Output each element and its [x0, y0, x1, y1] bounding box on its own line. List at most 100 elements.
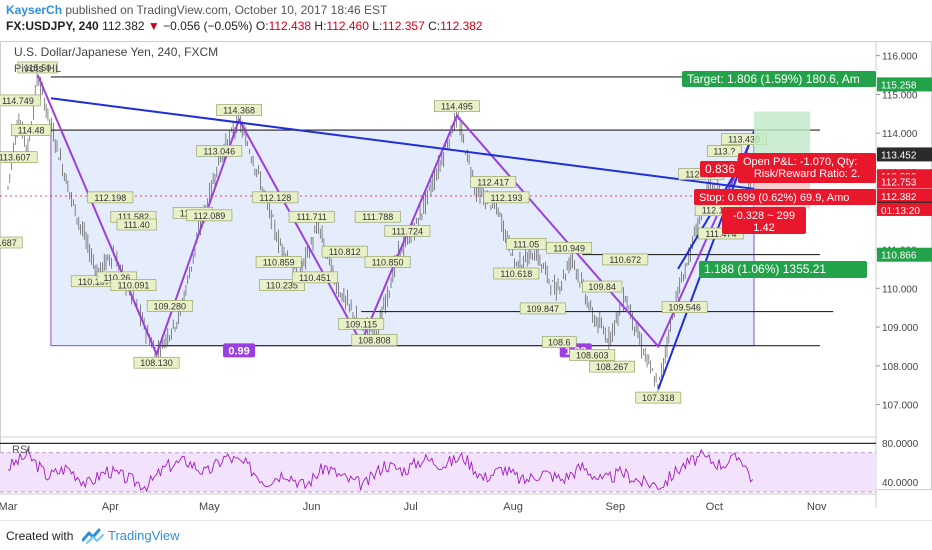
legend-indicator: Pivots HL: [14, 63, 61, 75]
pivot-label: 113.607: [0, 151, 38, 163]
pivot-text: 110.091: [117, 281, 149, 291]
blue-trendline-0[interactable]: [50, 97, 774, 193]
pivot-text: 113.607: [0, 153, 31, 163]
publish-info: KayserCh published on TradingView.com, O…: [6, 3, 387, 17]
rsi-line: [7, 447, 754, 493]
pivot-text: 110.618: [500, 269, 532, 279]
pivot-text: 110.26: [103, 273, 130, 283]
pivot-box: [541, 336, 577, 348]
pivot-label: 112.198: [87, 191, 134, 204]
pivot-box: [0, 94, 41, 107]
pivot-text: 110.850: [372, 257, 404, 267]
pivot-box: [186, 209, 233, 222]
pivot-label: 107.318: [635, 391, 682, 404]
time-tick-label-1: Apr: [102, 501, 119, 513]
pivot-label: 110.859: [255, 256, 302, 268]
price-axis-badge-3: [877, 174, 932, 189]
pivot-box: [384, 225, 431, 237]
price-tick-label-6: 110.000: [882, 284, 918, 295]
pivot-text: 108.130: [140, 358, 173, 368]
pivot-text: 113.?: [713, 146, 735, 156]
pivot-text: 113.046: [203, 146, 235, 156]
pivot-box: [519, 302, 566, 315]
time-tick-label-3: Jun: [303, 501, 321, 513]
rsi-tick-label-0: 80.0000: [882, 439, 919, 450]
pivot-text: 110.451: [299, 273, 331, 283]
pivot-text: 110.107: [78, 277, 110, 287]
pivot-label: 110.091: [110, 279, 157, 291]
pivot-box: [87, 191, 134, 204]
pivot-box: [116, 218, 157, 231]
pivot-text: 111.582: [118, 212, 149, 222]
pivot-label: 108.6: [541, 336, 577, 348]
low-label: L:: [372, 19, 383, 33]
pivot-text: 111.711: [296, 212, 327, 222]
pivot-text: 110.949: [553, 243, 585, 253]
pivot-label: 111.788: [354, 210, 401, 223]
tradingview-brand-link[interactable]: TradingView: [108, 528, 180, 543]
measure-label-0: 0.99: [228, 345, 249, 357]
pivot-text: 109.115: [345, 319, 377, 329]
price-axis-badge-4: [877, 188, 932, 203]
price-axis-badge-text-4: 112.382: [881, 192, 917, 203]
created-with-text: Created with: [6, 529, 74, 543]
range-badge-text-0: -0.328 ~ 299: [733, 210, 795, 222]
pivot-label: 109.115: [338, 318, 385, 330]
time-tick-label-5: Aug: [503, 501, 523, 513]
pivot-label: 110.949: [546, 241, 593, 254]
pivot-box: [288, 210, 335, 223]
price-tick-label-2: 114.000: [882, 129, 918, 140]
price-axis-badge-1: [877, 147, 932, 162]
symbol-label[interactable]: FX:USDJPY, 240: [6, 19, 99, 33]
position-value-badge-text-0: 0.836: [705, 162, 735, 176]
low-value: 112.357: [382, 19, 425, 33]
pivot-text: 107.318: [642, 393, 675, 403]
pivot-label: 109.546: [661, 301, 708, 313]
pivot-label: 112.089: [186, 209, 233, 222]
stop-badge-bg: [694, 189, 876, 205]
range-box[interactable]: [50, 129, 755, 347]
pivot-label: 108.808: [351, 334, 398, 346]
rsi-band: [0, 452, 876, 492]
pivot-label: 114.749: [0, 94, 41, 107]
pivot-label: 109.84: [582, 280, 623, 293]
time-tick-label-8: Nov: [807, 501, 827, 513]
stop-badge: Stop: 0.699 (0.62%) 69.9, Amo: [694, 189, 876, 205]
last-price: 112.382: [102, 19, 145, 33]
target-badge: Target: 1.806 (1.59%) 180.6, Am: [682, 71, 876, 87]
price-axis-badge-text-6: 110.866: [881, 251, 917, 262]
author-link[interactable]: KayserCh: [6, 3, 63, 17]
chart-canvas[interactable]: 0.991.02 115.50114.749114.48113.607.6871…: [0, 34, 932, 520]
rsi-tick-label-1: 40.0000: [882, 478, 919, 489]
pivot-label: 110.235: [259, 279, 305, 291]
pivot-text: 108.808: [358, 336, 391, 346]
ohlc-bar: FX:USDJPY, 240 112.382 ▼ −0.056 (−0.05%)…: [6, 19, 483, 33]
pivot-box: [11, 124, 52, 136]
measure-badge-0: [223, 343, 256, 358]
close-label: C:: [428, 19, 441, 33]
legend-title: U.S. Dollar/Japanese Yen, 240, FXCM: [14, 45, 218, 59]
pivot-label: 109.280: [146, 300, 193, 312]
countdown-text: 01:13:20: [881, 206, 920, 217]
pivot-text: 109.847: [526, 304, 559, 314]
pivot-box: [338, 318, 385, 330]
price-tick-label-9: 107.000: [882, 401, 919, 412]
pivot-box: [546, 241, 593, 254]
time-tick-label-4: Jul: [404, 501, 418, 513]
pivot-box: [602, 253, 649, 266]
pivot-box: [582, 280, 623, 293]
pivot-text: 113.430: [728, 135, 760, 145]
pivot-text: 110.235: [266, 281, 298, 291]
price-axis-badge-0: [877, 77, 932, 92]
time-tick-label-7: Oct: [706, 501, 723, 513]
pivot-text: 110.859: [263, 257, 295, 267]
pivot-label: .687: [0, 236, 23, 249]
pivot-text: 115.50: [24, 63, 51, 73]
pivot-label: 111.724: [384, 225, 431, 237]
position-value-badge: 0.836: [700, 161, 738, 177]
published-text: published on TradingView.com, October 10…: [65, 3, 388, 17]
pivot-box: [661, 301, 708, 313]
pivot-label: 111.711: [288, 210, 335, 223]
open-pl-badge-text-0: Open P&L: -1.070, Qty:: [743, 156, 857, 168]
pivot-label: 115.50: [17, 61, 58, 74]
